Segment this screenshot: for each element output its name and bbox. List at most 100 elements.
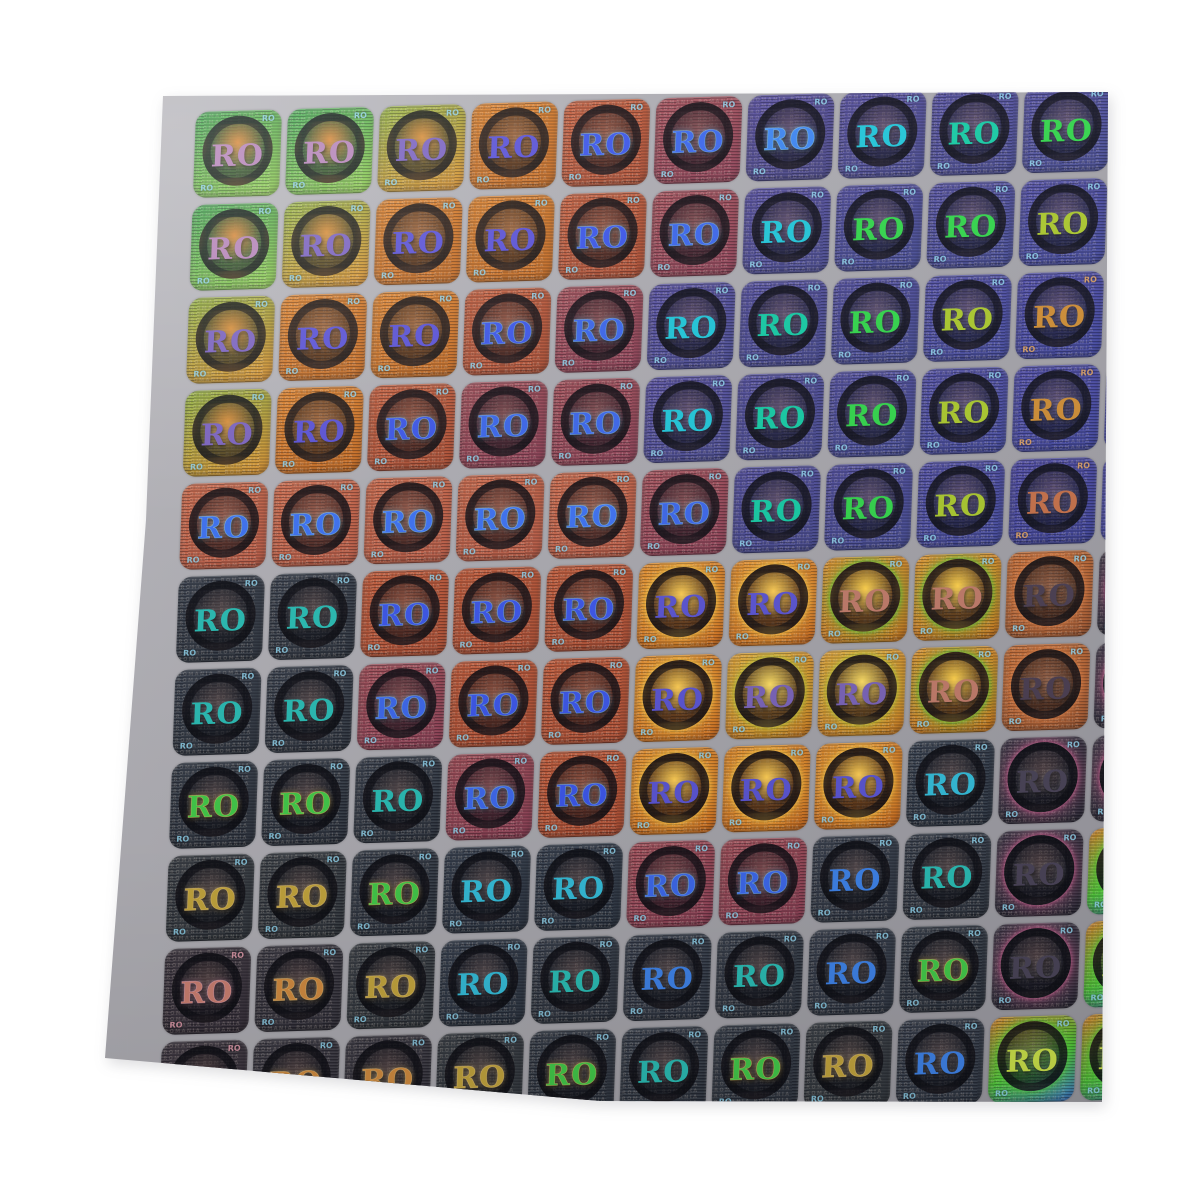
corner-label: RO	[660, 169, 674, 180]
corner-label: RO	[1001, 902, 1015, 913]
corner-label: RO	[964, 1021, 978, 1032]
hologram-sticker: ROMANIA ROMANIA ROMANIA ROMANIA ROMANIA …	[735, 372, 825, 461]
corner-label: RO	[827, 629, 842, 639]
corner-label: RO	[445, 108, 460, 118]
corner-label: RO	[534, 1102, 548, 1112]
corner-label: RO	[442, 1105, 456, 1115]
circle-seal	[1112, 366, 1185, 438]
hologram-sticker: ROMANIA ROMANIA ROMANIA ROMANIA ROMANIA …	[445, 752, 535, 841]
corner-label: RO	[930, 347, 944, 357]
hologram-sticker: ROMANIA ROMANIA ROMANIA ROMANIA ROMANIA …	[991, 921, 1081, 1011]
corner-label: RO	[994, 1088, 1009, 1099]
corner-label: RO	[524, 477, 538, 487]
hologram-sticker: ROMANIA ROMANIA ROMANIA ROMANIA ROMANIA …	[997, 735, 1088, 825]
hologram-sticker: ROMANIA ROMANIA ROMANIA ROMANIA ROMANIA …	[929, 92, 1019, 177]
corner-label: RO	[640, 727, 654, 738]
corner-label: RO	[636, 820, 650, 831]
corner-label: RO	[896, 373, 910, 383]
corner-label: RO	[708, 472, 722, 482]
corner-label: RO	[514, 756, 528, 766]
corner-label: RO	[275, 645, 289, 656]
corner-label: RO	[820, 815, 835, 825]
corner-label: RO	[466, 454, 480, 464]
hologram-sticker: ROMANIA ROMANIA ROMANIA ROMANIA ROMANIA …	[806, 927, 897, 1016]
hologram-sticker: ROMANIA ROMANIA ROMANIA ROMANIA ROMANIA …	[274, 385, 364, 475]
corner-label: RO	[360, 828, 374, 839]
corner-label: RO	[933, 254, 947, 264]
hologram-sticker: ROMANIA ROMANIA ROMANIA ROMANIA ROMANIA …	[359, 568, 450, 658]
corner-label: RO	[281, 459, 296, 470]
corner-label: RO	[261, 113, 275, 124]
corner-label: RO	[353, 1014, 367, 1025]
corner-label: RO	[268, 831, 282, 842]
corner-label: RO	[503, 1035, 518, 1045]
corner-label: RO	[844, 164, 859, 174]
corner-label: RO	[810, 1094, 824, 1104]
corner-label: RO	[705, 565, 719, 575]
corner-label: RO	[1073, 554, 1087, 564]
corner-label: RO	[879, 838, 893, 848]
corner-label: RO	[602, 846, 617, 857]
corner-label: RO	[721, 1004, 736, 1014]
circle-seal	[1115, 273, 1188, 345]
corner-label: RO	[182, 648, 197, 658]
hologram-sticker: ROMANIA ROMANIA ROMANIA ROMANIA ROMANIA …	[895, 1017, 985, 1102]
guilloche-lines	[1100, 454, 1108, 543]
hologram-sticker: ROMANIA ROMANIA ROMANIA ROMANIA ROMANIA …	[1008, 456, 1098, 546]
corner-label: RO	[428, 573, 443, 583]
corner-label: RO	[885, 652, 900, 662]
corner-label: RO	[380, 270, 395, 281]
circle-seal	[1119, 180, 1192, 252]
hologram-sticker: ROMANIA ROMANIA ROMANIA ROMANIA ROMANIA …	[827, 369, 917, 458]
guilloche-lines	[1093, 640, 1108, 729]
hologram-sticker: ROMANIA ROMANIA ROMANIA ROMANIA ROMANIA …	[264, 664, 354, 754]
hologram-sticker: ROMANIA ROMANIA ROMANIA ROMANIA ROMANIA …	[346, 940, 436, 1030]
corner-label: RO	[565, 265, 579, 275]
corner-label: RO	[926, 440, 940, 450]
corner-label: RO	[742, 446, 756, 456]
corner-label: RO	[974, 742, 988, 753]
hologram-sticker: ROMANIA ROMANIA ROMANIA ROMANIA ROMANIA …	[257, 850, 347, 940]
hologram-sticker: ROMANIA ROMANIA ROMANIA ROMANIA ROMANIA …	[186, 295, 276, 384]
corner-label: RO	[923, 533, 937, 543]
circle-seal	[1105, 551, 1108, 625]
corner-label: RO	[227, 1043, 241, 1054]
corner-label: RO	[1022, 344, 1036, 355]
hologram-sticker: ROMANIA ROMANIA ROMANIA ROMANIA ROMANIA …	[540, 656, 631, 746]
corner-label: RO	[1018, 437, 1033, 448]
corner-label: RO	[912, 812, 927, 822]
corner-label: RO	[738, 539, 753, 549]
hologram-sticker: ROMANIA ROMANIA ROMANIA ROMANIA ROMANIA …	[738, 279, 828, 368]
corner-label: RO	[520, 570, 535, 580]
corner-label: RO	[346, 296, 361, 307]
corner-label: RO	[541, 916, 555, 926]
corner-label: RO	[626, 195, 640, 206]
hologram-sticker: ROMANIA ROMANIA ROMANIA ROMANIA ROMANIA …	[261, 757, 351, 847]
hologram-sticker: ROMANIA ROMANIA ROMANIA ROMANIA ROMANIA …	[544, 563, 634, 653]
corner-label: RO	[977, 649, 992, 660]
hologram-sticker: ROMANIA ROMANIA ROMANIA ROMANIA ROMANIA …	[643, 374, 733, 464]
hologram-sticker: ROMANIA ROMANIA ROMANIA ROMANIA ROMANIA …	[356, 661, 446, 751]
corner-label: RO	[323, 947, 337, 958]
hologram-sticker: ROMANIA ROMANIA ROMANIA ROMANIA ROMANIA …	[987, 1014, 1077, 1102]
corner-label: RO	[527, 384, 542, 394]
hologram-sticker: ROMANIA ROMANIA ROMANIA ROMANIA ROMANIA …	[537, 749, 627, 839]
hologram-sticker: ROMANIA ROMANIA ROMANIA ROMANIA ROMANIA …	[158, 1039, 248, 1102]
hologram-sticker: ROMANIA ROMANIA ROMANIA ROMANIA ROMANIA …	[731, 465, 822, 554]
corner-label: RO	[353, 110, 368, 121]
corner-label: RO	[234, 857, 248, 868]
corner-label: RO	[537, 1009, 552, 1019]
corner-label: RO	[745, 353, 760, 363]
hologram-sticker: ROMANIA ROMANIA ROMANIA ROMANIA ROMANIA …	[919, 366, 1009, 456]
corner-label: RO	[1063, 833, 1077, 843]
corner-label: RO	[561, 358, 575, 368]
corner-label: RO	[998, 995, 1012, 1006]
corner-label: RO	[179, 741, 193, 751]
corner-label: RO	[831, 536, 845, 546]
corner-label: RO	[333, 668, 347, 679]
corner-label: RO	[445, 1012, 459, 1022]
corner-label: RO	[981, 556, 995, 567]
corner-label: RO	[599, 939, 613, 950]
corner-label: RO	[1158, 737, 1173, 747]
